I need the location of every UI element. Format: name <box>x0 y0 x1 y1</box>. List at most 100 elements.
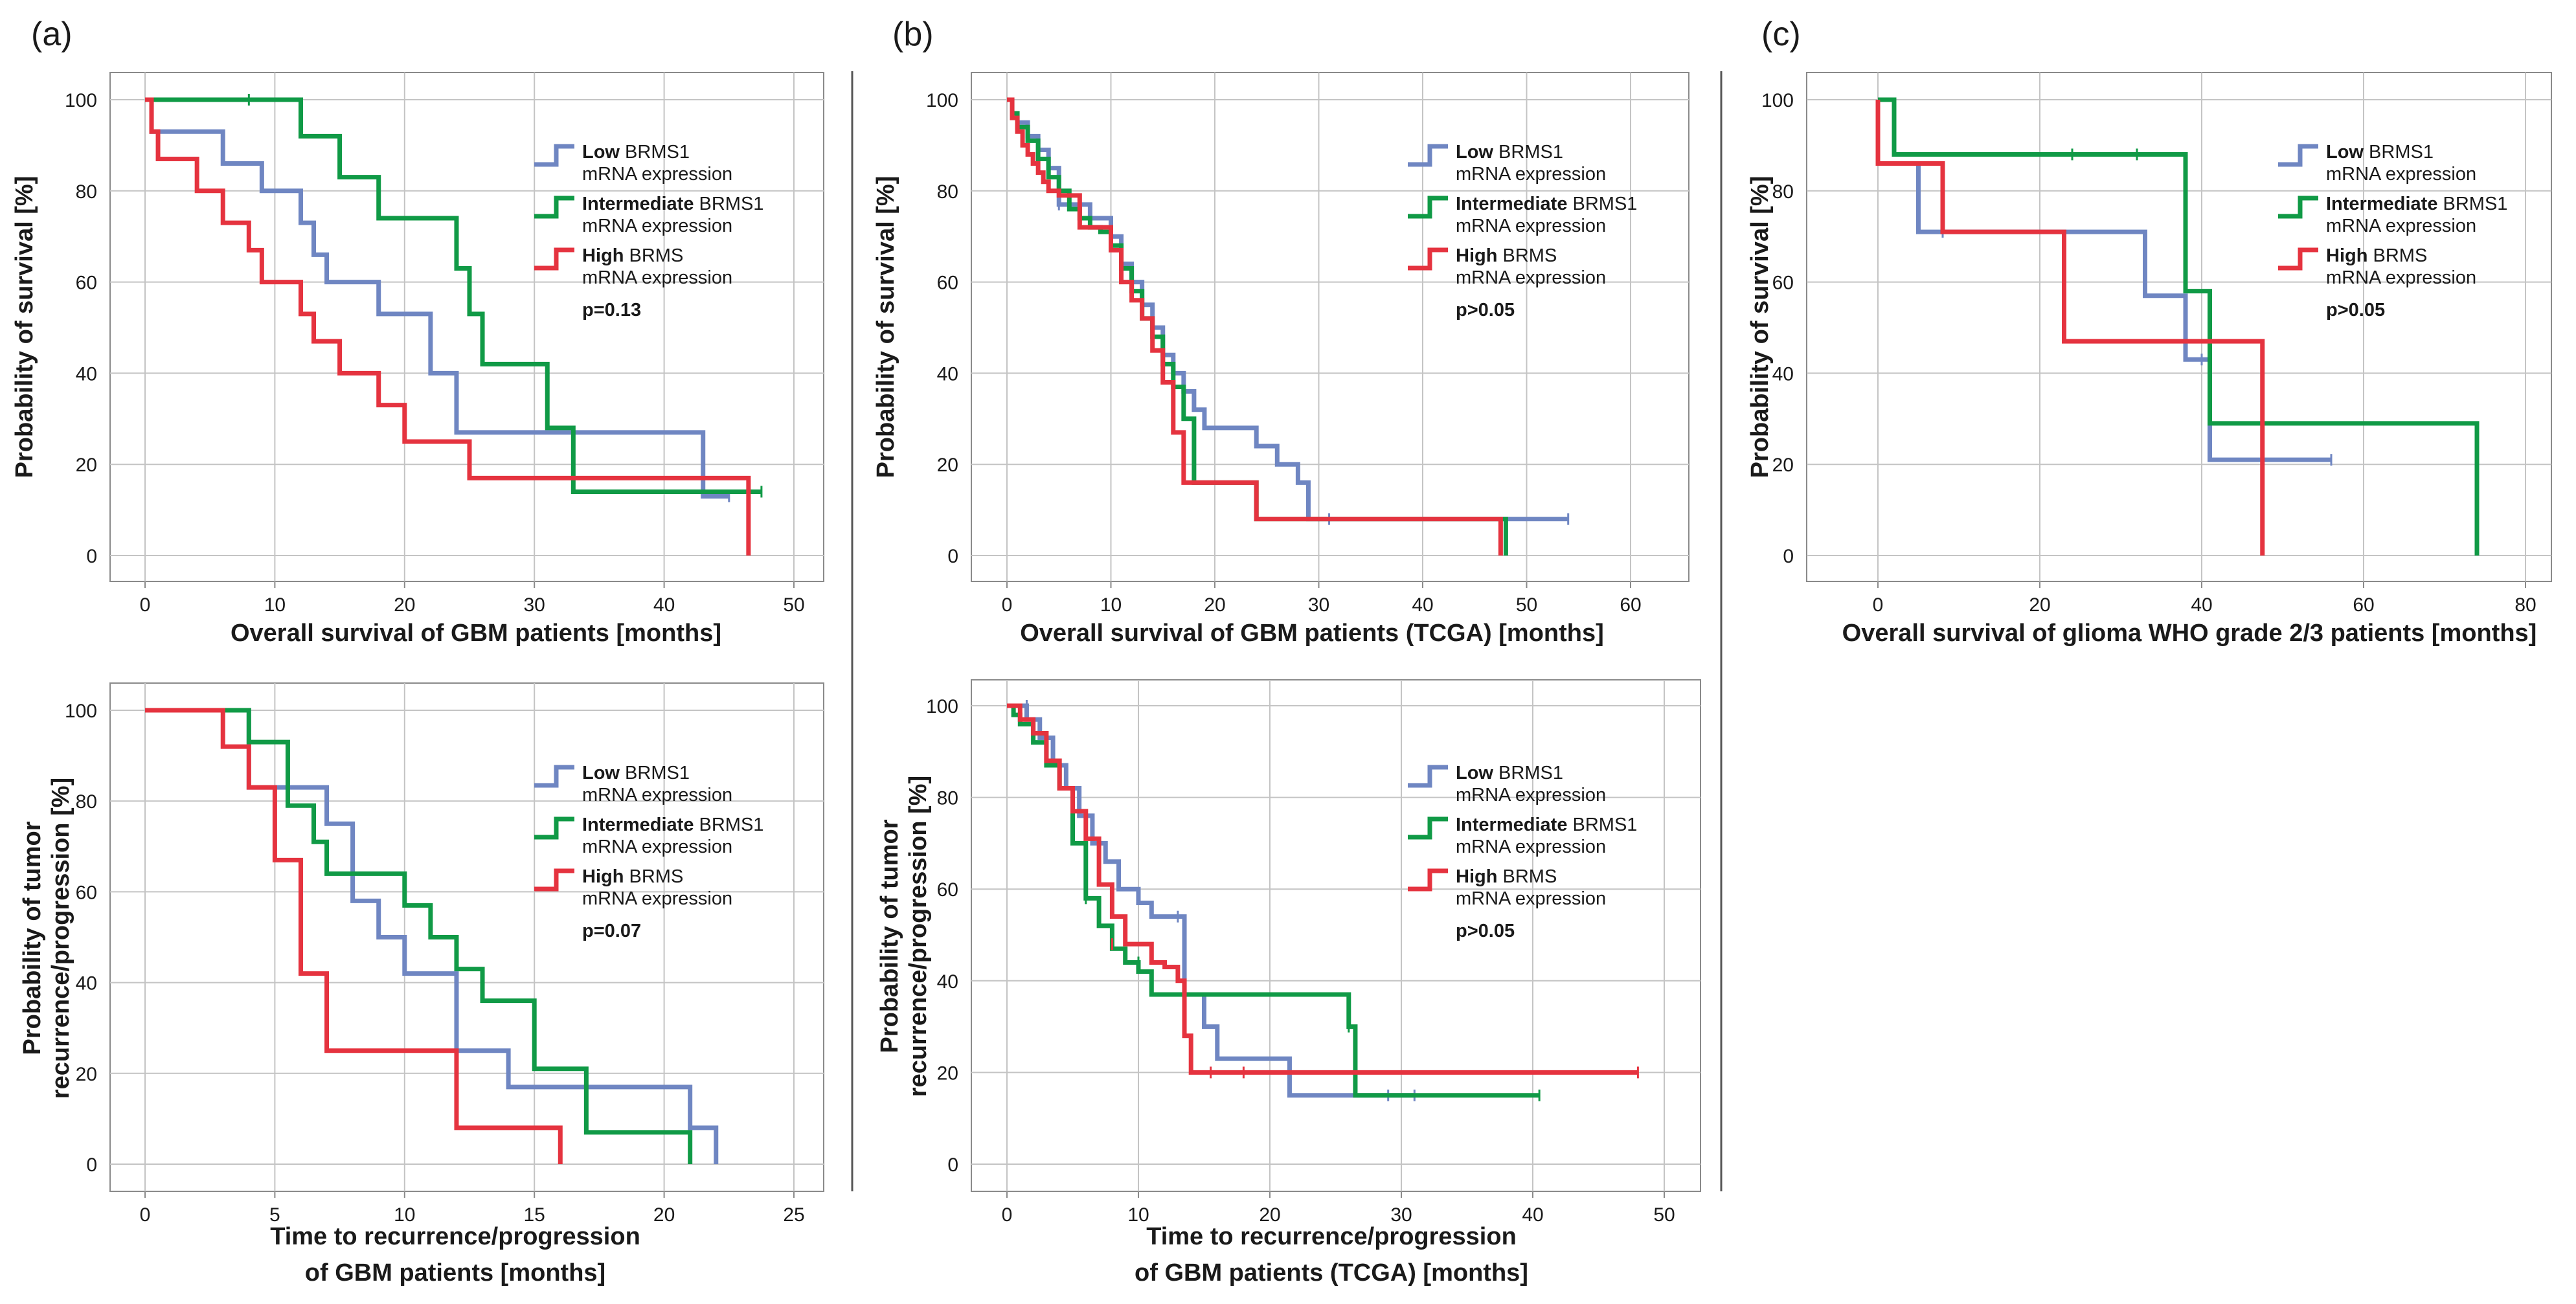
y-tick-label: 80 <box>1772 181 1794 203</box>
legend-label-high: High BRMS <box>1456 245 1557 266</box>
series-intermediate-line <box>145 97 762 494</box>
panel-label-b: (b) <box>892 16 934 53</box>
y-tick-label: 0 <box>947 546 958 567</box>
chart-b2: 0 10 20 30 40 50 0 20 40 60 80 100 Time to recurrenc… <box>876 679 1701 1287</box>
y-tick-label: 60 <box>937 273 958 294</box>
y-axis-label: Probability of survival [%] <box>872 176 899 478</box>
x-tick-label: 30 <box>524 594 545 616</box>
legend-label-rest: BRMS <box>624 245 683 266</box>
legend-swatch-low <box>2278 144 2318 167</box>
x-tick-label: 20 <box>394 594 415 616</box>
legend-label-intermediate: Intermediate BRMS1 <box>1456 194 1637 214</box>
legend-label-high: High BRMS <box>582 245 683 266</box>
x-tick-label: 10 <box>1100 594 1122 616</box>
y-tick-label: 100 <box>65 701 97 722</box>
legend-swatch-high <box>534 247 574 271</box>
legend-label-line2: mRNA expression <box>582 267 732 288</box>
legend-label-high: High BRMS <box>582 866 683 887</box>
legend-swatch-low <box>1408 765 1448 788</box>
legend-label-rest: BRMS1 <box>1567 815 1637 835</box>
legend-label-bold: Intermediate <box>582 194 694 214</box>
y-axis-label: Probability of tumorrecurrence/progressi… <box>876 776 932 1097</box>
legend-label-bold: High <box>1456 866 1497 887</box>
x-tick-label: 10 <box>264 594 286 616</box>
legend-label-intermediate: Intermediate BRMS1 <box>582 194 763 214</box>
legend-label-line2: mRNA expression <box>582 888 732 909</box>
x-axis-label: Overall survival of glioma WHO grade 2/3… <box>1842 620 2537 647</box>
legend-swatch-high <box>534 868 574 892</box>
x-tick-label: 0 <box>1002 1204 1013 1226</box>
x-axis-label: Overall survival of GBM patients [months… <box>231 620 721 647</box>
legend-label-bold: Low <box>1456 142 1493 163</box>
x-tick-label: 60 <box>2353 594 2374 616</box>
legend-label-line2: mRNA expression <box>1456 164 1606 185</box>
y-tick-label: 40 <box>76 363 97 385</box>
p-value: p=0.07 <box>582 921 641 941</box>
x-tick-label: 10 <box>1127 1204 1149 1226</box>
legend-label-line2: mRNA expression <box>582 837 732 857</box>
legend-label-low: Low BRMS1 <box>582 142 690 163</box>
plot-frame <box>109 72 824 582</box>
y-tick-label: 0 <box>947 1154 958 1176</box>
legend-swatch-intermediate <box>534 816 574 840</box>
y-axis-label: Probability of survival [%] <box>1746 176 1774 478</box>
x-tick-label: 40 <box>653 594 675 616</box>
legend-label-rest: BRMS <box>624 866 683 887</box>
series-low-line <box>1007 703 1415 1098</box>
x-tick-label: 0 <box>1002 594 1013 616</box>
y-tick-label: 20 <box>937 455 958 476</box>
legend-label-rest: BRMS <box>1497 245 1557 266</box>
legend-swatch-intermediate <box>1408 816 1448 840</box>
x-tick-label: 25 <box>783 1204 804 1226</box>
series-low-line <box>145 97 729 499</box>
x-tick-label: 0 <box>1873 594 1884 616</box>
series-intermediate-line <box>1878 97 2480 556</box>
panel-label-a: (a) <box>31 16 73 53</box>
x-tick-label: 10 <box>394 1204 415 1226</box>
x-tick-label: 30 <box>1308 594 1329 616</box>
legend-label-bold: Low <box>582 763 620 783</box>
y-tick-label: 100 <box>926 696 958 717</box>
legend-label-intermediate: Intermediate BRMS1 <box>582 815 763 835</box>
legend-label-line2: mRNA expression <box>1456 837 1606 857</box>
y-tick-label: 80 <box>76 791 97 813</box>
p-value: p=0.13 <box>582 300 641 320</box>
y-axis-label-line1: Probability of tumor <box>19 821 46 1055</box>
chart-a1: 0 10 20 30 40 50 0 20 40 60 80 100 Overall survival … <box>11 72 824 647</box>
legend-label-low: Low BRMS1 <box>1456 142 1563 163</box>
x-tick-label: 30 <box>1390 1204 1412 1226</box>
panel-label-c: (c) <box>1761 16 1801 53</box>
x-axis-label: Overall survival of GBM patients (TCGA) … <box>1020 620 1604 647</box>
plot-frame <box>971 679 1701 1192</box>
x-tick-label: 15 <box>524 1204 545 1226</box>
plot-frame <box>971 72 1689 582</box>
x-tick-label: 50 <box>783 594 804 616</box>
series-high-line <box>1007 97 1503 556</box>
y-tick-label: 100 <box>1761 90 1794 111</box>
y-axis-label-line2: recurrence/progression [%] <box>905 776 932 1097</box>
legend-label-bold: Intermediate <box>2326 194 2437 214</box>
legend-label-line2: mRNA expression <box>1456 216 1606 236</box>
legend-label-high: High BRMS <box>2326 245 2427 266</box>
legend-label-line2: mRNA expression <box>2326 216 2476 236</box>
y-tick-label: 0 <box>86 1154 97 1176</box>
series-high-line <box>1007 703 1638 1075</box>
plot-frame <box>1806 72 2552 582</box>
y-tick-label: 60 <box>1772 273 1794 294</box>
legend-label-rest: BRMS1 <box>620 763 690 783</box>
legend-label-rest: BRMS1 <box>694 815 763 835</box>
legend-swatch-intermediate <box>1408 196 1448 219</box>
legend-label-bold: Low <box>2326 142 2364 163</box>
x-tick-label: 20 <box>1204 594 1225 616</box>
x-tick-label: 40 <box>2191 594 2212 616</box>
x-tick-label: 80 <box>2514 594 2536 616</box>
y-tick-label: 20 <box>76 1064 97 1085</box>
legend-label-rest: BRMS1 <box>1567 194 1637 214</box>
x-tick-label: 60 <box>1620 594 1641 616</box>
legend-label-rest: BRMS1 <box>620 142 690 163</box>
legend-label-low: Low BRMS1 <box>1456 763 1563 783</box>
legend-label-rest: BRMS <box>2367 245 2427 266</box>
y-axis-label: Probability of tumorrecurrence/progressi… <box>19 778 74 1099</box>
